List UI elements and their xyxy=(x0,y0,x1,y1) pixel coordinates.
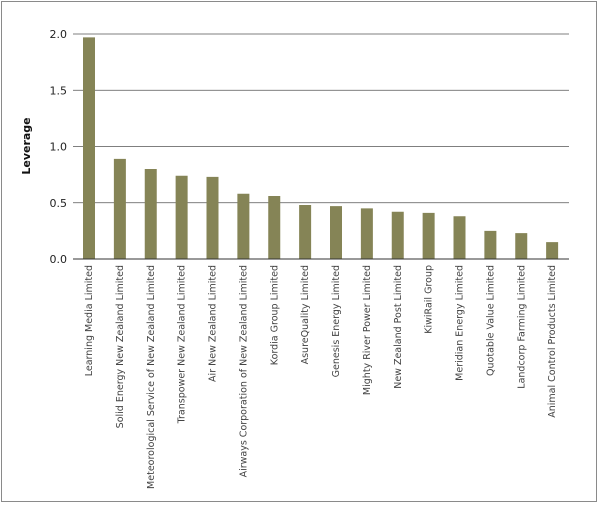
category-label: Transpower New Zealand Limited xyxy=(177,265,188,424)
y-tick-labels: 0.0 0.5 1.0 1.5 2.0 xyxy=(50,28,68,266)
bar xyxy=(546,242,559,259)
bar xyxy=(330,206,342,259)
bar xyxy=(206,176,219,259)
category-label: Meteorological Service of New Zealand Li… xyxy=(146,265,157,489)
category-label: Quotable Value Limited xyxy=(485,265,496,376)
category-label: Landcorp Farming Limited xyxy=(516,265,527,389)
category-label: Airways Corporation of New Zealand Limit… xyxy=(238,265,249,477)
category-label: Mighty River Power Limited xyxy=(362,265,373,395)
bar xyxy=(453,216,466,259)
y-tick-label: 0.0 xyxy=(50,253,68,266)
category-label: AsureQuality Limited xyxy=(300,265,311,364)
category-labels: Learning Media Limited Solid Energy New Z… xyxy=(84,265,558,489)
bar xyxy=(175,175,188,259)
category-label: Solid Energy New Zealand Limited xyxy=(115,265,126,428)
y-axis-label: Leverage xyxy=(20,117,33,174)
bar xyxy=(83,37,95,259)
bar xyxy=(422,212,435,259)
category-label: Air New Zealand Limited xyxy=(208,265,219,382)
category-label: KiwiRail Group xyxy=(424,265,435,334)
bars xyxy=(83,37,559,259)
bar xyxy=(113,158,126,259)
category-label: Kordia Group Limited xyxy=(269,265,280,365)
bar xyxy=(360,208,373,259)
bar xyxy=(144,169,157,259)
y-tick-label: 1.5 xyxy=(50,84,68,97)
category-label: Learning Media Limited xyxy=(84,265,95,376)
bar xyxy=(299,205,312,259)
bar xyxy=(484,230,497,259)
bar xyxy=(237,193,250,259)
bar xyxy=(515,233,528,259)
category-label: Genesis Energy Limited xyxy=(331,265,342,377)
category-label: Meridian Energy Limited xyxy=(455,265,466,381)
bar xyxy=(268,196,281,259)
bar xyxy=(391,211,404,259)
y-tick-label: 2.0 xyxy=(50,28,68,41)
category-label: Animal Control Products Limited xyxy=(547,265,558,418)
y-tick-label: 1.0 xyxy=(50,141,68,154)
y-tick-label: 0.5 xyxy=(50,197,68,210)
category-label: New Zealand Post Limited xyxy=(393,265,404,389)
